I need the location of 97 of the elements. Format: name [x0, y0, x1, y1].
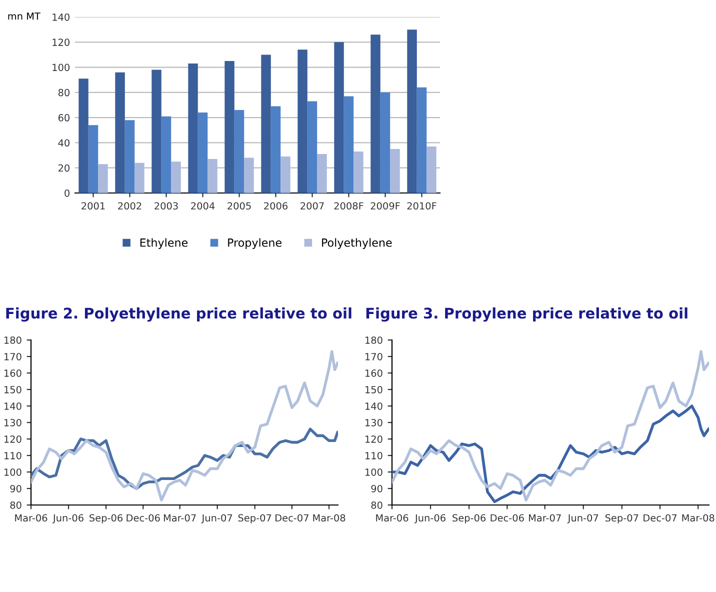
y-tick-label: 110	[365, 452, 382, 460]
y-tick-label: 80	[58, 88, 70, 96]
x-tick-label: 2006	[264, 202, 288, 210]
line-series	[31, 350, 338, 502]
y-tick-label: 110	[4, 452, 22, 460]
bar	[307, 101, 318, 193]
x-tick-label: Dec-06	[490, 514, 524, 522]
bar	[115, 72, 125, 193]
line-series	[392, 350, 709, 502]
y-tick-label: 20	[58, 164, 70, 172]
x-tick-label: 2009F	[370, 202, 400, 210]
x-tick-label: Jun-06	[414, 514, 446, 524]
bar	[334, 42, 344, 193]
bar	[78, 78, 88, 193]
bar	[171, 162, 181, 193]
x-tick-label: Dec-07	[644, 514, 677, 522]
y-tick-label: 140	[365, 402, 382, 410]
y-tick-label: 80	[371, 501, 382, 509]
y-tick-label: 120	[365, 435, 382, 443]
x-tick-label: 2005	[228, 202, 251, 210]
bar	[280, 156, 290, 193]
x-tick-label: Sep-07	[238, 514, 272, 524]
y-tick-label: 170	[4, 352, 22, 360]
legend-label: Propylene	[228, 238, 282, 249]
y-tick-label: 140	[4, 402, 22, 410]
y-tick-label: 100	[365, 468, 382, 476]
y-tick-label: 100	[52, 64, 70, 72]
x-tick-label: Mar-07	[529, 514, 561, 522]
x-tick-label: Jun-07	[201, 514, 232, 524]
x-tick-label: Mar-08	[313, 514, 346, 522]
x-tick-label: 2008F	[334, 202, 364, 210]
bar	[208, 159, 218, 193]
legend-label: Ethylene	[140, 238, 188, 249]
x-tick-label: 2010F	[407, 202, 436, 210]
bar	[317, 154, 327, 193]
bar	[426, 146, 436, 193]
chart-title: Figure 3. Propylene price relative to oil	[366, 307, 688, 322]
y-tick-label: 150	[4, 386, 22, 394]
legend-label: Polyethylene	[322, 238, 392, 249]
x-tick-label: Sep-06	[90, 514, 123, 524]
bar	[298, 50, 308, 193]
y-tick-label: 0	[64, 189, 70, 197]
bar	[124, 120, 135, 193]
y-tick-label: 120	[4, 435, 22, 443]
bar	[88, 125, 98, 193]
bar	[188, 64, 198, 193]
bar	[344, 96, 354, 193]
x-tick-label: Jun-06	[52, 514, 84, 524]
bar	[161, 116, 172, 193]
y-tick-label: 160	[4, 369, 22, 377]
chart-title: Figure 2. Polyethylene price relative to oil	[6, 307, 352, 322]
bar	[380, 92, 390, 193]
x-tick-label: 2001	[82, 202, 105, 210]
y-tick-label: 100	[4, 468, 22, 476]
y-tick-label: 130	[365, 418, 382, 426]
x-tick-label: Mar-06	[376, 514, 408, 522]
x-tick-label: Sep-06	[452, 514, 486, 524]
x-tick-label: Mar-06	[15, 514, 48, 522]
x-tick-label: 2002	[118, 202, 142, 210]
y-axis-title: mn MT	[8, 12, 40, 20]
y-tick-label: 180	[4, 336, 22, 344]
bar	[370, 34, 380, 193]
bar	[407, 30, 417, 193]
x-tick-label: 2004	[191, 202, 215, 210]
x-tick-label: Sep-07	[605, 514, 638, 524]
bar	[152, 70, 162, 193]
y-tick-label: 60	[58, 114, 70, 122]
x-tick-label: Mar-07	[164, 514, 196, 522]
x-tick-label: Dec-06	[126, 514, 160, 522]
bar	[134, 162, 144, 193]
x-tick-label: Mar-08	[682, 514, 714, 522]
x-tick-label: Jun-07	[567, 514, 598, 524]
y-tick-label: 130	[4, 418, 22, 426]
bar	[98, 164, 108, 193]
x-tick-label: 2007	[300, 202, 324, 210]
x-tick-label: Dec-07	[276, 514, 308, 522]
bar	[198, 112, 208, 193]
bar	[261, 54, 271, 193]
y-tick-label: 140	[52, 13, 70, 21]
bar	[234, 110, 244, 193]
y-tick-label: 40	[58, 139, 70, 147]
x-tick-label: 2003	[154, 202, 178, 210]
y-tick-label: 160	[365, 369, 382, 377]
line-series	[392, 404, 709, 504]
y-tick-label: 150	[365, 386, 382, 394]
bar	[224, 61, 234, 193]
bar	[416, 87, 427, 193]
y-tick-label: 80	[10, 501, 22, 509]
y-tick-label: 170	[365, 352, 382, 360]
bar	[244, 158, 254, 193]
bar	[390, 149, 400, 193]
bar	[354, 152, 364, 193]
y-tick-label: 90	[10, 484, 22, 492]
y-tick-label: 120	[52, 38, 70, 46]
y-tick-label: 180	[365, 336, 382, 344]
y-tick-label: 90	[371, 484, 382, 492]
bar	[270, 106, 281, 193]
